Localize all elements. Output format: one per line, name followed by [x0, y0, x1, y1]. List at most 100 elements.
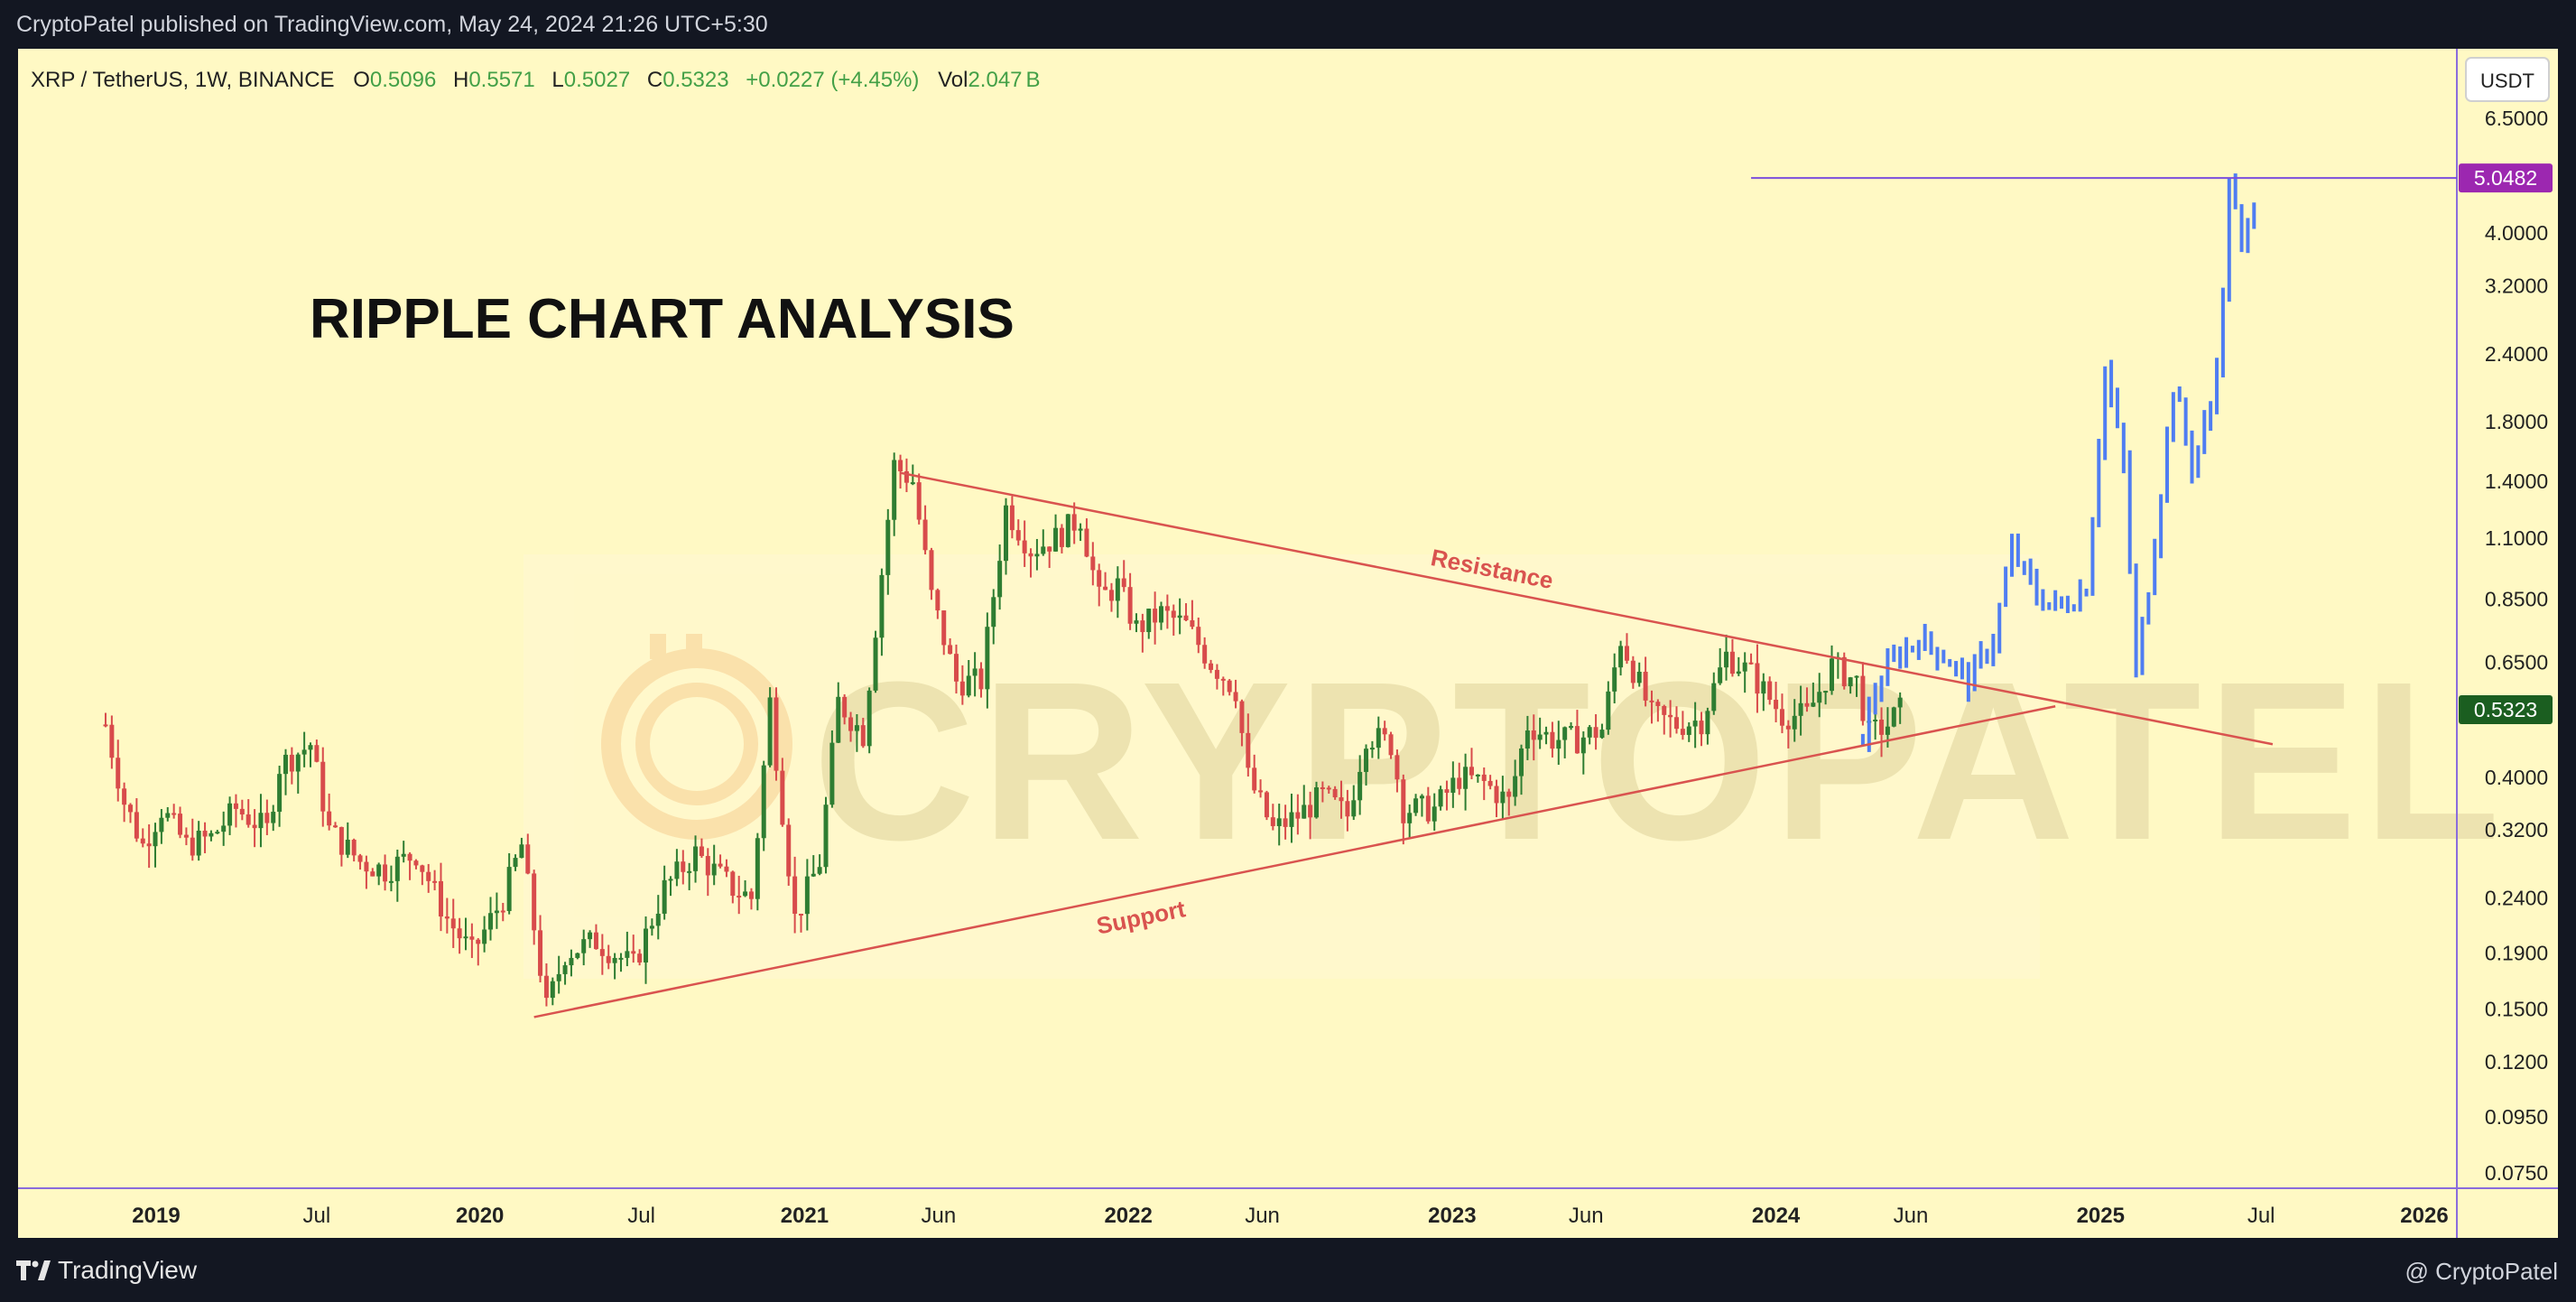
- candle-body: [786, 824, 792, 877]
- volume-label: Vol: [938, 68, 968, 92]
- price-tick-label: 1.4000: [2485, 470, 2548, 493]
- candle-body: [1736, 671, 1741, 674]
- candle-body: [426, 871, 431, 881]
- candle-body: [780, 770, 785, 825]
- candle-body: [860, 725, 866, 747]
- candles: [103, 452, 1903, 1007]
- candle-body: [593, 932, 598, 950]
- candle-body: [1630, 660, 1635, 684]
- candle-body: [543, 975, 549, 999]
- candle-body: [1674, 717, 1680, 730]
- candle-body: [488, 913, 494, 930]
- candle-body: [264, 813, 270, 823]
- watermark-logo-icon: [601, 634, 792, 840]
- candle-body: [1556, 739, 1561, 749]
- candle-body: [1395, 755, 1400, 780]
- candle-body: [873, 637, 878, 691]
- candle-body: [506, 867, 512, 912]
- candle-body: [1457, 777, 1462, 789]
- candle-body: [1500, 791, 1506, 804]
- candle-body: [1550, 731, 1555, 749]
- candle-body: [1388, 734, 1394, 756]
- price-axis[interactable]: 6.5000 4.0000 3.2000 2.4000 1.8000 1.4000 1.10…: [2485, 107, 2548, 1185]
- price-tick-label: 4.0000: [2485, 221, 2548, 245]
- candle-body: [948, 645, 953, 655]
- candle-body: [879, 574, 885, 638]
- candle-body: [1817, 692, 1822, 703]
- candle-body: [127, 804, 133, 813]
- support-line[interactable]: [533, 705, 2056, 1018]
- chart-area[interactable]: CRYPTOPATEL RIPPLE CHART ANALYSIS XRP / …: [18, 49, 2558, 1238]
- candle-body: [1569, 726, 1574, 729]
- candle-body: [991, 597, 996, 628]
- candle-body: [345, 840, 350, 855]
- candle-body: [1090, 556, 1096, 571]
- tradingview-logo-icon: [16, 1260, 51, 1280]
- tradingview-logo[interactable]: TradingView: [16, 1256, 197, 1285]
- candle-body: [755, 838, 760, 899]
- candle-body: [649, 925, 654, 929]
- candle-body: [562, 965, 568, 974]
- open-label: O: [353, 68, 370, 92]
- candle-body: [916, 482, 922, 520]
- candle-body: [457, 928, 462, 939]
- currency-selector-button[interactable]: USDT: [2465, 57, 2550, 102]
- candle-body: [1774, 700, 1779, 710]
- candle-body: [972, 668, 978, 676]
- time-axis[interactable]: 2019 Jul 2020 Jul 2021 Jun 2022 Jun 2023 Jun 2024 J…: [132, 1204, 2448, 1228]
- price-chart[interactable]: CRYPTOPATEL RIPPLE CHART ANALYSIS XRP / …: [18, 49, 2558, 1238]
- candle-body: [550, 981, 555, 999]
- candle-body: [929, 550, 934, 591]
- candle-body: [1519, 748, 1524, 777]
- candle-body: [525, 844, 531, 874]
- candle-body: [1649, 700, 1654, 702]
- candle-body: [1593, 727, 1598, 739]
- candle-body: [463, 936, 468, 939]
- candle-body: [1332, 788, 1338, 798]
- candle-body: [705, 856, 710, 876]
- author-handle-text: @ CryptoPatel: [2405, 1258, 2558, 1285]
- change-value: +0.0227 (+4.45%): [746, 68, 919, 92]
- candle-body: [1015, 530, 1021, 541]
- candle-body: [1252, 767, 1257, 791]
- candle-body: [116, 758, 121, 789]
- candle-body: [178, 814, 183, 835]
- candle-body: [1624, 646, 1629, 661]
- candle-body: [1618, 646, 1624, 668]
- candle-body: [1258, 790, 1264, 793]
- candle-body: [655, 913, 661, 926]
- candle-body: [357, 855, 363, 862]
- candle-body: [618, 957, 624, 960]
- candle-body: [432, 880, 438, 883]
- candle-body: [1506, 791, 1512, 797]
- candle-body: [1270, 817, 1275, 826]
- candle-body: [1475, 774, 1480, 777]
- candle-body: [1823, 691, 1829, 693]
- candle-body: [693, 846, 699, 871]
- candle-body: [295, 754, 301, 772]
- candle-body: [1059, 527, 1064, 547]
- candle-body: [327, 811, 332, 826]
- candle-body: [308, 745, 313, 750]
- candle-body: [792, 876, 798, 915]
- publish-header: CryptoPatel published on TradingView.com…: [0, 0, 2576, 49]
- resistance-line[interactable]: [900, 471, 2274, 746]
- candle-body: [1841, 656, 1847, 687]
- candle-body: [804, 876, 810, 915]
- projection-bars: [1860, 173, 2256, 752]
- candle-body: [1711, 683, 1717, 711]
- price-tick-label: 0.1900: [2485, 942, 2548, 965]
- candle-body: [1326, 787, 1331, 790]
- candle-body: [1724, 651, 1729, 668]
- candle-body: [1220, 678, 1226, 681]
- candle-body: [978, 668, 984, 690]
- candle-body: [221, 825, 227, 832]
- open-value: 0.5096: [370, 68, 436, 92]
- candle-body: [1680, 729, 1685, 735]
- candle-body: [1065, 514, 1070, 547]
- candle-body: [662, 879, 667, 914]
- candle-body: [1413, 798, 1419, 814]
- candle-body: [1164, 606, 1170, 611]
- candle-body: [711, 863, 717, 876]
- candle-body: [1699, 721, 1704, 735]
